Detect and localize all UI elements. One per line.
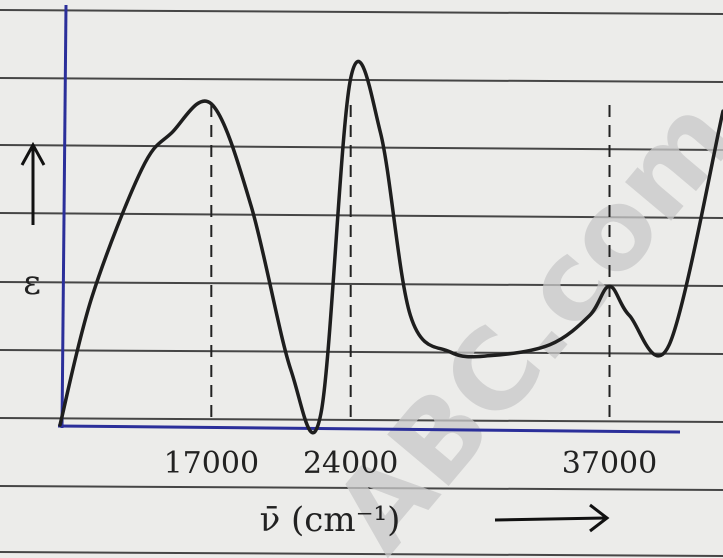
y-axis <box>62 5 66 428</box>
chart: ABC.com ε ν̄ (cm⁻¹) 170002400037000 <box>0 0 723 558</box>
x-tick-label: 37000 <box>562 446 657 481</box>
y-axis-label: ε <box>23 263 41 303</box>
x-tick-label: 17000 <box>164 446 259 481</box>
x-tick-label: 24000 <box>303 446 398 481</box>
x-arrow <box>495 505 607 531</box>
x-axis-label: ν̄ (cm⁻¹) <box>260 500 401 540</box>
